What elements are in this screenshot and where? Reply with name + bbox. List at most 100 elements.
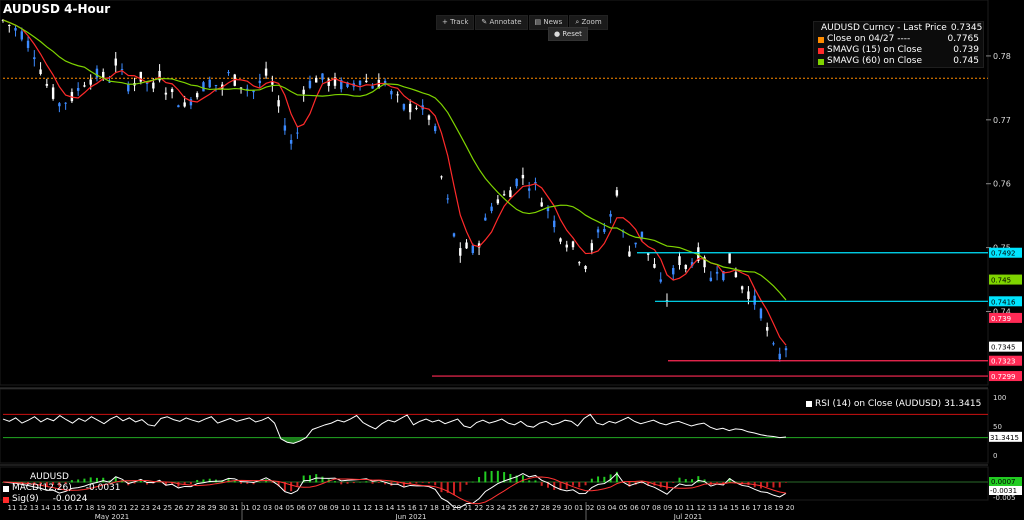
x-tick-label: 06 — [630, 504, 639, 512]
candle-body — [283, 125, 287, 131]
candle-body — [534, 182, 537, 184]
x-tick-label: 15 — [397, 504, 406, 512]
level-axis-tag-label: 0.7416 — [991, 298, 1016, 306]
y-tick-label: 0.74 — [993, 308, 1011, 317]
candle-body — [346, 82, 349, 87]
macd-signal-line — [2, 476, 787, 505]
legend-label: SMAVG (60) on Close — [827, 56, 922, 66]
candle-body — [596, 229, 600, 233]
candle-body — [26, 40, 30, 48]
candle-body — [427, 115, 431, 120]
candle-body — [659, 279, 662, 282]
candle-body — [390, 90, 393, 95]
legend-item-last-price: AUDUSD Curncy - Last Price 0.7345 — [818, 23, 982, 34]
rsi-tick-label: 50 — [993, 423, 1002, 431]
x-tick-label: 14 — [385, 504, 394, 512]
x-tick-label: 19 — [441, 504, 450, 512]
x-tick-label: 10 — [341, 504, 350, 512]
candle-body — [114, 58, 117, 66]
candle-body — [102, 71, 105, 78]
zoom-button[interactable]: ⌕ Zoom — [569, 15, 608, 30]
macd-line — [2, 472, 787, 508]
candle-body — [358, 80, 362, 85]
x-tick-label: 09 — [663, 504, 672, 512]
candle-body — [95, 68, 99, 78]
legend-swatch — [818, 36, 824, 43]
x-tick-label: 08 — [652, 504, 661, 512]
x-tick-label: 17 — [752, 504, 761, 512]
x-tick-label: 29 — [552, 504, 561, 512]
x-tick-label: 14 — [41, 504, 50, 512]
zoom-label: Zoom — [581, 18, 602, 26]
candle-body — [39, 69, 42, 75]
rsi-legend: RSI (14) on Close (AUDUSD) 31.3415 — [806, 399, 981, 409]
x-tick-label: 13 — [708, 504, 717, 512]
candle-body — [277, 100, 280, 107]
macd-symbol-row: AUDUSD — [3, 472, 121, 483]
macd-axis-tag-label: -0.0031 — [990, 487, 1017, 495]
candle-body — [753, 295, 756, 305]
candle-body — [333, 77, 337, 86]
x-tick-label: 28 — [196, 504, 205, 512]
rsi-tick-label: 0 — [993, 452, 997, 460]
rsi-oversold-fill — [3, 437, 786, 444]
candle-body — [502, 194, 506, 196]
candle-body — [158, 70, 161, 81]
x-tick-label: 13 — [30, 504, 39, 512]
level-axis-tag-label: 0.7299 — [991, 373, 1016, 381]
candle-body — [477, 243, 481, 248]
x-tick-label: 26 — [519, 504, 528, 512]
x-tick-label: 14 — [719, 504, 728, 512]
news-button[interactable]: ▤ News — [528, 15, 569, 30]
candle-body — [490, 206, 493, 211]
x-tick-label: 30 — [563, 504, 572, 512]
candle-body — [402, 104, 406, 110]
candle-body — [189, 99, 193, 106]
legend-label: Close on 04/27 ---- — [827, 34, 911, 44]
candle-body — [89, 79, 92, 85]
legend-value: 0.745 — [953, 56, 979, 66]
candle-body — [195, 93, 199, 98]
x-tick-label: 27 — [530, 504, 539, 512]
value-axis-tag-label: 0.739 — [991, 315, 1011, 323]
level-axis-tag — [989, 247, 1022, 258]
x-tick-label: 30 — [219, 504, 228, 512]
level-axis-tag — [989, 355, 1022, 366]
x-tick-label: 24 — [152, 504, 161, 512]
candle-body — [177, 105, 180, 108]
legend-swatch — [818, 47, 824, 54]
legend-label: SMAVG (15) on Close — [827, 45, 922, 55]
candle-body — [628, 251, 631, 257]
x-tick-label: 26 — [174, 504, 183, 512]
x-tick-label: 07 — [308, 504, 317, 512]
macd-tick-label: -0.005 — [993, 494, 1016, 502]
legend-swatch — [3, 496, 9, 503]
track-button[interactable]: + Track — [436, 15, 475, 30]
rsi-axis-tag — [989, 431, 1022, 442]
candle-body — [434, 126, 437, 132]
candle-body — [640, 231, 644, 238]
macd-value: -0.0031 — [85, 483, 121, 493]
value-axis-tag — [989, 274, 1022, 285]
candle-body — [484, 217, 487, 221]
candle-body — [553, 220, 556, 228]
candle-body — [684, 264, 687, 269]
candle-body — [634, 242, 637, 245]
candle-body — [578, 262, 581, 264]
x-tick-label: 25 — [508, 504, 517, 512]
rsi-label: RSI (14) on Close (AUDUSD) — [815, 399, 942, 409]
annotate-button[interactable]: ✎ Annotate — [475, 15, 528, 30]
reset-button[interactable]: ● Reset — [548, 27, 588, 41]
legend-item-sig: Sig(9) -0.0024 — [3, 494, 121, 505]
y-tick-label: 0.77 — [993, 116, 1011, 125]
x-tick-label: 31 — [230, 504, 239, 512]
x-tick-label: 06 — [297, 504, 306, 512]
candle-body — [152, 82, 155, 89]
candle-body — [264, 68, 268, 76]
candle-body — [33, 57, 36, 60]
candle-body — [509, 190, 512, 198]
candle-body — [715, 271, 719, 274]
x-tick-label: 16 — [408, 504, 417, 512]
level-axis-tag-label: 0.7492 — [991, 250, 1016, 258]
